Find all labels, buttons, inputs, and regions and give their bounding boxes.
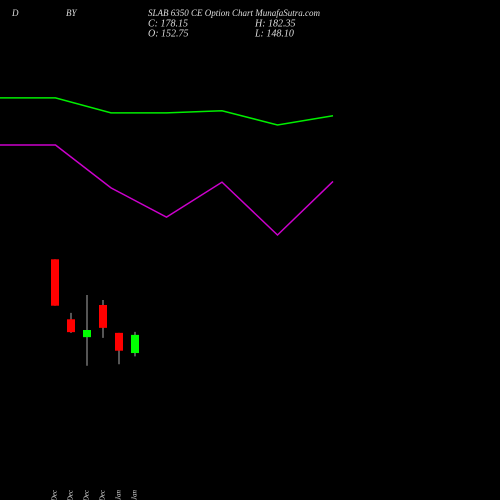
chart-title: SLAB 6350 CE Option Chart MunafaSutra.co… (148, 8, 321, 18)
candle-body (99, 305, 107, 328)
candle-body (67, 319, 75, 333)
ma-line (0, 144, 334, 237)
candle-body (51, 259, 59, 306)
high-label: H: 182.35 (254, 18, 296, 29)
candle-body (83, 330, 91, 338)
x-tick-label: 30 Dec (83, 489, 91, 500)
header-left: D (11, 8, 19, 18)
x-tick-label: 01 Jan (115, 490, 123, 500)
candle-body (115, 332, 123, 351)
x-tick-label: 02 Jan (131, 490, 139, 500)
open-label: O: 152.75 (148, 28, 189, 39)
x-tick-label: 29 Dec (67, 489, 75, 500)
close-label: C: 178.15 (148, 18, 188, 29)
ma-line (0, 97, 334, 126)
low-label: L: 148.10 (254, 28, 294, 39)
x-tick-label: 26 Dec (51, 489, 59, 500)
candle-body (131, 334, 139, 354)
header-mid: BY (66, 8, 77, 18)
x-tick-label: 31 Dec (99, 489, 107, 500)
